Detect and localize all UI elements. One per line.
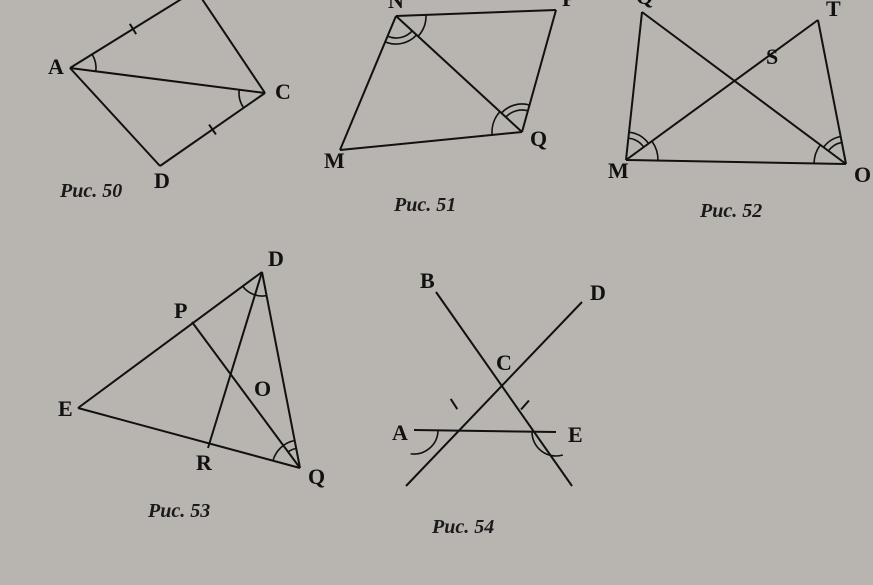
caption-51: Рис. 51	[394, 194, 456, 217]
edge-R-D	[208, 272, 262, 448]
tick-A-B	[130, 24, 136, 34]
point-label-T: T	[826, 0, 841, 21]
edge-N-P	[396, 10, 556, 16]
edge-B-Btail	[436, 292, 572, 486]
figure-50: A C D	[30, 0, 290, 200]
page: A C D Рис. 50 N P Q M Рис. 51 Q T M O S Рис. 52 E…	[0, 0, 873, 585]
point-label-A: A	[48, 54, 64, 79]
edge-A-C	[70, 68, 265, 93]
edge-O-Q	[642, 12, 846, 164]
point-label-C: C	[496, 350, 512, 375]
edge-M-T	[626, 20, 818, 160]
edge-Q-M	[340, 132, 522, 150]
angle-arc-Q	[506, 110, 528, 117]
edge-A-E	[414, 430, 556, 432]
angle-arc-O	[814, 145, 820, 164]
point-label-A: A	[392, 420, 408, 445]
angle-arc-C	[239, 90, 244, 108]
point-label-M: M	[608, 158, 629, 183]
tick-C-E	[521, 400, 529, 409]
angle-arc-A	[411, 430, 438, 454]
point-label-Q: Q	[636, 0, 653, 9]
figure-53: EDQPRO	[60, 258, 340, 498]
edge-E-D	[78, 272, 262, 408]
point-label-B: B	[420, 268, 435, 293]
angle-arc-Q	[492, 112, 500, 135]
edge-P-Q	[522, 10, 556, 132]
point-label-E: E	[568, 422, 583, 447]
edge-A-B	[70, 0, 196, 68]
edge-D-Q	[262, 272, 300, 468]
figure-51: N P Q M	[320, 0, 600, 200]
caption-53: Рис. 53	[148, 500, 210, 523]
tick-C-D	[209, 125, 216, 135]
caption-50: Рис. 50	[60, 180, 122, 203]
point-label-O: O	[854, 162, 871, 187]
edge-B-C	[196, 0, 265, 93]
point-label-C: C	[275, 79, 291, 104]
angle-arc-A	[92, 54, 96, 71]
figure-52: Q T M O S	[608, 0, 868, 200]
edge-D-A	[70, 68, 160, 166]
figure-54: BDAEC	[366, 280, 626, 520]
point-label-S: S	[766, 44, 778, 69]
point-label-E: E	[58, 396, 73, 421]
point-label-M: M	[324, 148, 345, 173]
edge-N-Q	[396, 16, 522, 132]
tick-A-C	[451, 399, 458, 409]
angle-arc-Q	[288, 448, 296, 452]
point-label-Q: Q	[308, 464, 325, 489]
point-label-N: N	[388, 0, 404, 13]
angle-arc-N	[388, 31, 413, 38]
angle-arc-O	[824, 137, 841, 148]
angle-arc-M	[628, 138, 643, 147]
point-label-R: R	[196, 450, 213, 475]
point-label-D: D	[268, 246, 284, 271]
point-label-O: O	[254, 376, 271, 401]
edge-M-O	[626, 160, 846, 164]
caption-52: Рис. 52	[700, 200, 762, 223]
angle-arc-D	[243, 286, 267, 296]
caption-54: Рис. 54	[432, 516, 494, 539]
point-label-Q: Q	[530, 126, 547, 151]
angle-arc-N	[418, 15, 426, 36]
point-label-P: P	[174, 298, 187, 323]
edge-Q-E	[78, 408, 300, 468]
angle-arc-O	[828, 142, 841, 150]
point-label-D: D	[590, 280, 606, 305]
point-label-D: D	[154, 168, 170, 193]
angle-arc-M	[652, 141, 658, 160]
edge-D-Dtail	[406, 302, 582, 486]
point-label-P: P	[562, 0, 575, 11]
